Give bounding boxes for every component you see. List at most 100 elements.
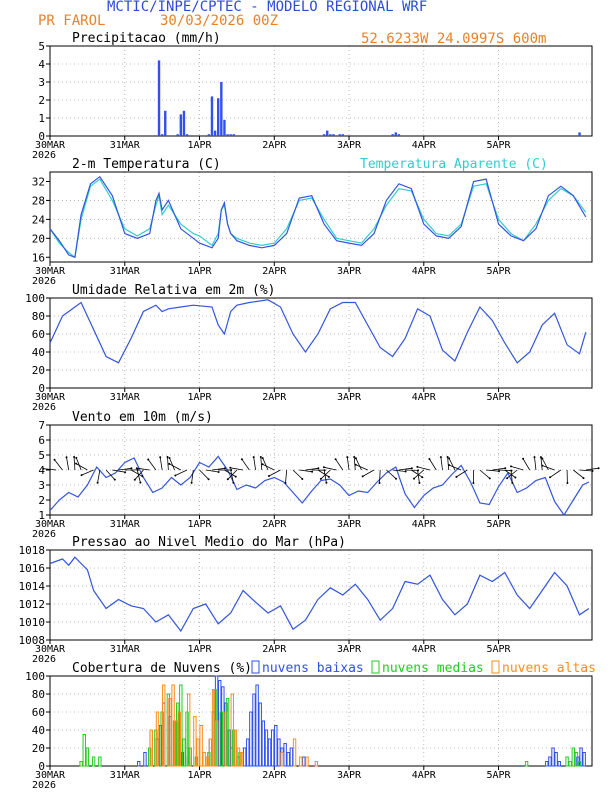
y-tick-label: 100 xyxy=(25,292,45,305)
panel-title: Umidade Relativa em 2m (%) xyxy=(72,283,276,298)
header-title: MCTIC/INPE/CPTEC - MODELO REGIONAL WRF xyxy=(107,0,428,15)
cloud-bar-mid xyxy=(219,711,224,767)
precip-panel: 0 1 2 3 4 5 30MAR 31MAR 1APR 2APR 3APR 4APR 5APR 2026… xyxy=(32,31,593,161)
precip-bar xyxy=(220,82,223,136)
cloud-bar-low xyxy=(277,738,281,767)
x-year-label: 2026 xyxy=(32,402,56,413)
x-tick-label: 31MAR xyxy=(110,392,141,403)
cloud-bar-high xyxy=(174,720,178,767)
wind-arrow-head xyxy=(488,477,491,480)
series-line xyxy=(49,556,590,633)
y-tick-label: 0 xyxy=(38,382,45,395)
cloud-bar-mid xyxy=(574,752,579,767)
wind-arrow-head xyxy=(168,457,171,459)
y-tick-label: 32 xyxy=(32,175,45,188)
wind-arrow xyxy=(355,464,368,471)
cloud-bar-high xyxy=(155,711,160,767)
wind-arrow-head xyxy=(354,463,357,466)
wind-arrow-head xyxy=(327,475,330,478)
wind-arrow-head xyxy=(413,477,415,480)
wind-arrow xyxy=(323,466,337,471)
x-tick-label: 1APR xyxy=(187,140,212,151)
wind-arrow xyxy=(335,458,344,471)
wind-arrow xyxy=(540,457,543,471)
cloud-bar-high xyxy=(280,752,284,767)
wind-arrow xyxy=(486,469,500,472)
wind-arrow xyxy=(118,467,132,471)
cloud-bar-low xyxy=(255,684,259,767)
cloud-bar-low xyxy=(143,752,147,767)
cloud-bar-high xyxy=(171,684,175,767)
wind-arrow-head xyxy=(539,456,542,459)
precip-bar xyxy=(157,60,161,136)
cloud-bar-high xyxy=(149,729,153,767)
wind-arrow xyxy=(379,469,381,484)
cloud-bar-mid xyxy=(568,761,572,767)
x-tick-label: 5APR xyxy=(487,392,512,403)
y-tick-label: 0 xyxy=(38,130,45,143)
y-tick-label: 60 xyxy=(32,328,45,341)
y-tick-label: 20 xyxy=(32,232,45,245)
cloud-bar-high xyxy=(236,747,241,767)
cloud-bar-mid xyxy=(182,738,186,767)
wind-arrow xyxy=(75,457,82,471)
wind-arrow xyxy=(510,466,524,471)
wind-arrow-head xyxy=(42,467,45,470)
precip-bar xyxy=(578,132,581,136)
wind-arrow xyxy=(417,466,431,471)
wind-arrow xyxy=(573,469,584,479)
wind-arrow-head xyxy=(65,456,68,459)
cloud-bar-low xyxy=(551,747,555,767)
wind-arrow-head xyxy=(498,470,500,473)
wind-arrow xyxy=(134,469,144,480)
wind-arrow-head xyxy=(133,478,136,481)
y-tick-label: 1018 xyxy=(19,544,46,557)
wind-arrow-head xyxy=(232,481,235,484)
x-year-label: 2026 xyxy=(32,654,56,665)
plot-frame xyxy=(49,549,593,641)
wind-arrow-head xyxy=(284,481,287,484)
plot-frame xyxy=(49,171,593,263)
wind-arrow xyxy=(224,469,236,477)
wind-arrow-head xyxy=(395,477,397,480)
wind-arrow xyxy=(112,469,126,473)
wind-arrow-head xyxy=(240,458,243,461)
cloud-bar-high xyxy=(224,711,228,767)
cloud-bar-high xyxy=(202,752,206,767)
cloud-bar-high xyxy=(205,756,210,767)
x-tick-label: 2APR xyxy=(262,392,287,403)
wind-arrow-head xyxy=(130,467,133,470)
wind-arrow-head xyxy=(135,467,138,470)
rh-panel: 0 20 40 60 80 100 30MAR 31MAR 1APR 2APR 3APR 4APR 5A… xyxy=(25,283,593,413)
wind-arrow xyxy=(398,467,412,471)
wind-arrow-head xyxy=(207,478,210,481)
x-tick-label: 1APR xyxy=(187,392,212,403)
wind-arrow-head xyxy=(75,462,78,465)
cloud-bar-low xyxy=(258,702,262,767)
x-tick-label: 3APR xyxy=(337,140,362,151)
cloud-bar-low xyxy=(267,738,272,767)
wind-arrow xyxy=(346,457,350,471)
x-tick-label: 1APR xyxy=(187,770,212,781)
wind-arrow xyxy=(227,469,238,480)
y-tick-label: 5 xyxy=(38,40,45,53)
wind-arrow-head xyxy=(147,458,150,461)
x-tick-label: 1APR xyxy=(187,644,212,655)
wind-arrow-head xyxy=(301,478,304,480)
wind-arrow xyxy=(429,458,437,471)
cloud-bar-mid xyxy=(98,756,102,767)
y-tick-label: 20 xyxy=(32,364,45,377)
x-tick-label: 30MAR xyxy=(35,140,66,151)
wind-arrow xyxy=(262,457,269,471)
cloud-bar-low xyxy=(264,729,269,767)
wind-arrow xyxy=(191,469,194,483)
cloud-bar-low xyxy=(582,752,586,767)
x-tick-label: 5APR xyxy=(487,519,512,530)
wind-arrow xyxy=(522,458,531,471)
wind-arrow xyxy=(510,469,513,483)
precip-bar xyxy=(397,134,401,136)
y-tick-label: 5 xyxy=(38,449,45,462)
series-line xyxy=(49,178,587,259)
panel-title: Vento em 10m (m/s) xyxy=(72,410,213,425)
